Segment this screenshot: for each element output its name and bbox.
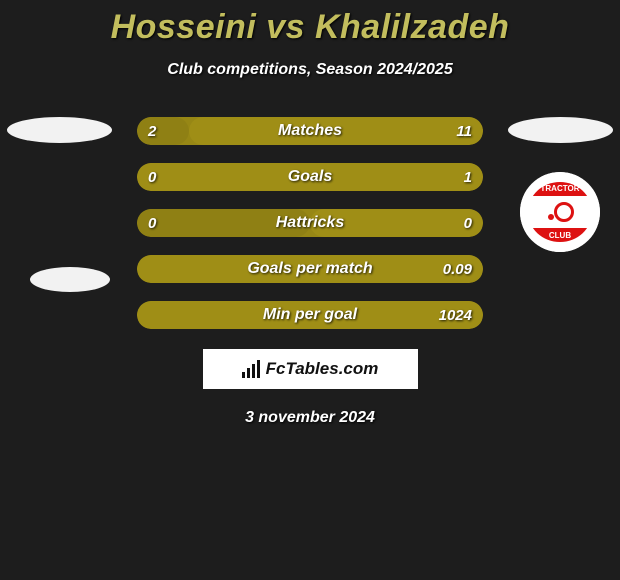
player1-club-badge (30, 267, 110, 292)
stat-bar-track (137, 255, 483, 283)
stat-bar-left-fill (137, 117, 189, 145)
page-title: Hosseini vs Khalilzadeh (0, 0, 620, 47)
stat-value-left: 0 (148, 209, 156, 237)
page-subtitle: Club competitions, Season 2024/2025 (0, 61, 620, 79)
stat-value-right: 11 (456, 117, 472, 145)
brand-badge[interactable]: FcTables.com (203, 349, 418, 389)
club-badge-text-top: TRACTOR (520, 184, 600, 193)
stat-value-right: 1024 (439, 301, 472, 329)
stat-bar-right-fill (137, 301, 483, 329)
stat-value-left: 2 (148, 117, 156, 145)
stat-value-left: 0 (148, 163, 156, 191)
stat-row: 1024Min per goal (0, 301, 620, 329)
stat-bar-right-fill (310, 209, 483, 237)
stat-row: 211Matches (0, 117, 620, 145)
comparison-card: Hosseini vs Khalilzadeh Club competition… (0, 0, 620, 580)
stat-value-right: 0 (464, 209, 472, 237)
club-badge-text-bottom: CLUB (520, 231, 600, 240)
stat-bar-right-fill (137, 163, 483, 191)
stat-bar-left-fill (137, 209, 310, 237)
stat-bar-track (137, 209, 483, 237)
stat-bar-right-fill (137, 255, 483, 283)
brand-label: FcTables.com (266, 359, 379, 379)
stats-area: 211Matches01Goals00Hattricks0.09Goals pe… (0, 117, 620, 329)
stat-bar-track (137, 117, 483, 145)
tractor-badge: TRACTOR CLUB (520, 172, 600, 252)
stat-bar-track (137, 301, 483, 329)
brand-bars-icon (242, 360, 260, 378)
footer-date: 3 november 2024 (0, 409, 620, 427)
tractor-icon (546, 202, 574, 222)
stat-bar-right-fill (189, 117, 483, 145)
stat-bar-track (137, 163, 483, 191)
stat-value-right: 0.09 (443, 255, 472, 283)
stat-value-right: 1 (464, 163, 472, 191)
player2-club-badge: TRACTOR CLUB (520, 172, 600, 252)
